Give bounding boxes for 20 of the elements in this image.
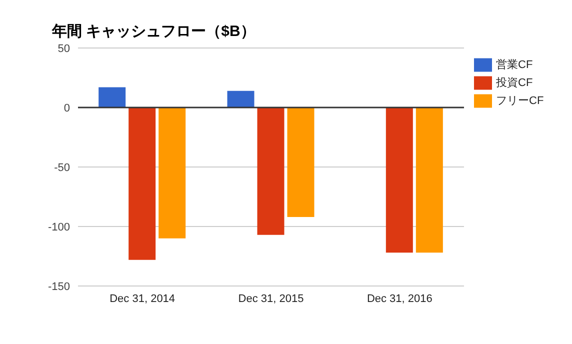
bar <box>98 87 126 108</box>
y-tick-label: 50 <box>58 42 70 55</box>
y-tick-label: 0 <box>64 102 70 114</box>
bar <box>158 108 186 238</box>
bar <box>416 108 443 253</box>
x-tick-label: Dec 31, 2016 <box>366 292 432 305</box>
bar <box>128 108 156 260</box>
bar <box>257 108 284 235</box>
legend-label: フリーCF <box>496 94 544 107</box>
x-tick-label: Dec 31, 2014 <box>110 292 176 305</box>
y-tick-label: -150 <box>48 280 70 293</box>
bar <box>227 90 254 108</box>
bar <box>386 108 413 253</box>
x-tick-label: Dec 31, 2015 <box>238 292 304 305</box>
legend-label: 投資CF <box>496 76 533 89</box>
y-tick-label: -50 <box>54 162 70 174</box>
chart-title: 年間 キャッシュフロー（$B） <box>52 22 256 41</box>
bar <box>287 108 314 217</box>
legend-label: 営業CF <box>496 58 533 71</box>
y-tick-label: -100 <box>48 221 70 234</box>
